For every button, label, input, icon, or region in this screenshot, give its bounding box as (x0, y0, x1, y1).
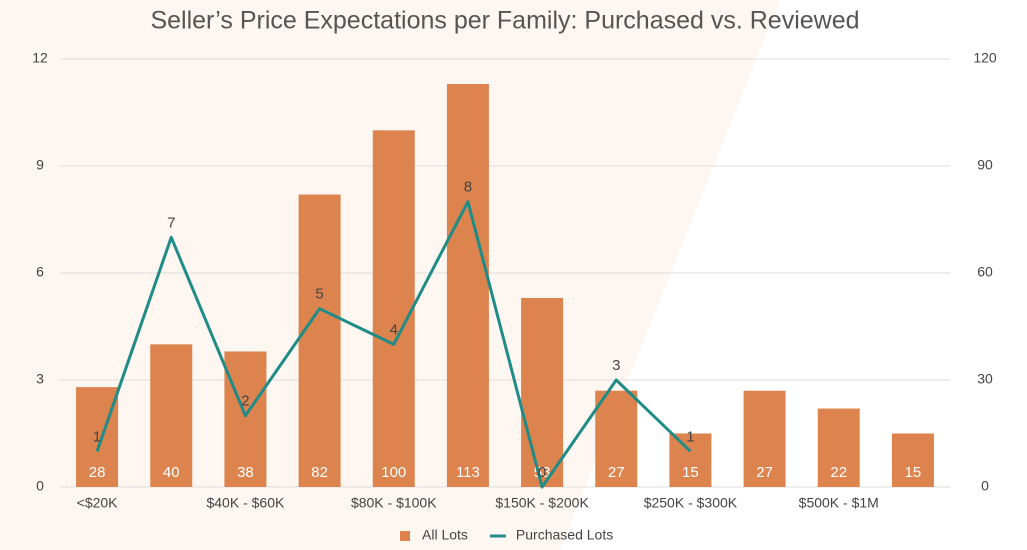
line (95, 200, 692, 489)
line-label: 7 (167, 214, 175, 231)
line-label: 4 (390, 321, 398, 338)
bar-label: 15 (682, 464, 699, 481)
x-tick-label: $500K - $1M (799, 495, 879, 511)
line-label: 1 (686, 428, 694, 445)
bar-label: 40 (163, 464, 180, 481)
bar (150, 344, 193, 487)
line-label: 3 (612, 357, 620, 374)
bar-label: 22 (830, 464, 847, 481)
bar-label: 15 (905, 464, 922, 481)
bar-label: 27 (756, 464, 773, 481)
bar (76, 387, 119, 487)
line-label: 8 (464, 179, 472, 196)
bar (891, 433, 934, 487)
bar (743, 390, 786, 487)
y2-tick-label: 120 (973, 50, 997, 66)
bar-label: 82 (311, 464, 328, 481)
bar-label: 28 (89, 464, 106, 481)
y-tick-label: 9 (36, 157, 44, 173)
x-tick-label: $250K - $300K (644, 495, 738, 511)
bar (224, 351, 267, 487)
line-label: 0 (538, 464, 546, 481)
y-tick-label: 12 (32, 50, 48, 66)
x-tick-label: $80K - $100K (351, 495, 437, 511)
bar (521, 297, 564, 487)
x-tick-label: $40K - $60K (206, 495, 284, 511)
line-label: 2 (241, 393, 249, 410)
bar-label: 38 (237, 464, 254, 481)
x-tick-label: <$20K (77, 495, 119, 511)
legend-label: All Lots (422, 527, 468, 543)
bar (817, 408, 860, 487)
chart-title: Seller’s Price Expectations per Family: … (150, 7, 859, 35)
legend-label: Purchased Lots (516, 527, 613, 543)
bar-label: 100 (381, 464, 406, 481)
line-label: 5 (315, 286, 323, 303)
y2-tick-label: 0 (981, 478, 989, 494)
legend-swatch (400, 531, 410, 541)
y2-tick-label: 60 (977, 264, 993, 280)
bar-label: 27 (608, 464, 625, 481)
y2-tick-label: 30 (977, 371, 993, 387)
line-label: 1 (93, 428, 101, 445)
y-tick-label: 3 (36, 371, 44, 387)
bar (372, 130, 415, 488)
y2-tick-label: 90 (977, 157, 993, 173)
bar (446, 83, 489, 487)
bar (595, 390, 638, 487)
y-tick-label: 0 (36, 478, 44, 494)
x-tick-label: $150K - $200K (495, 495, 589, 511)
bar (298, 194, 341, 488)
bar-label: 113 (456, 464, 480, 481)
bar (669, 433, 712, 487)
y-tick-label: 6 (36, 264, 44, 280)
